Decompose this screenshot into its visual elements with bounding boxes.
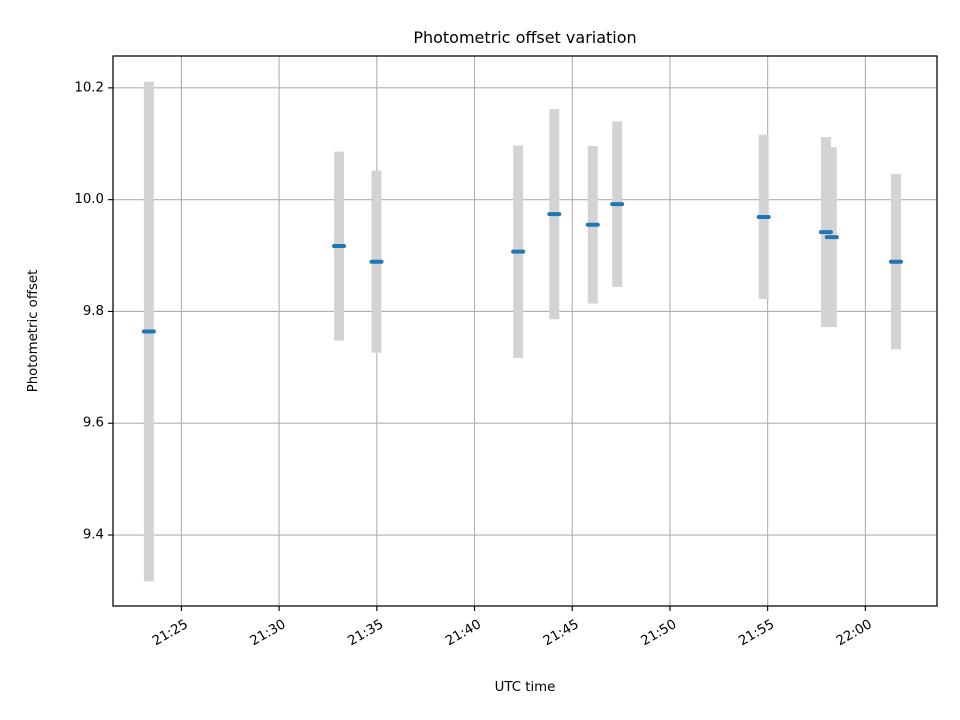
plot-area-frame bbox=[112, 55, 938, 607]
y-tick-label: 9.6 bbox=[83, 416, 104, 431]
data-points bbox=[141, 202, 903, 334]
x-axis-title: UTC time bbox=[495, 680, 556, 695]
chart-title: Photometric offset variation bbox=[413, 28, 636, 47]
y-tick-label: 10.2 bbox=[74, 80, 104, 95]
y-axis-title: Photometric offset bbox=[26, 270, 41, 393]
y-tick-label: 9.8 bbox=[83, 304, 104, 319]
y-tick-label: 9.4 bbox=[83, 528, 104, 543]
y-tick-label: 10.0 bbox=[74, 192, 104, 207]
y-axis-ticks: 9.4 9.6 9.8 10.0 10.2 bbox=[74, 80, 113, 543]
